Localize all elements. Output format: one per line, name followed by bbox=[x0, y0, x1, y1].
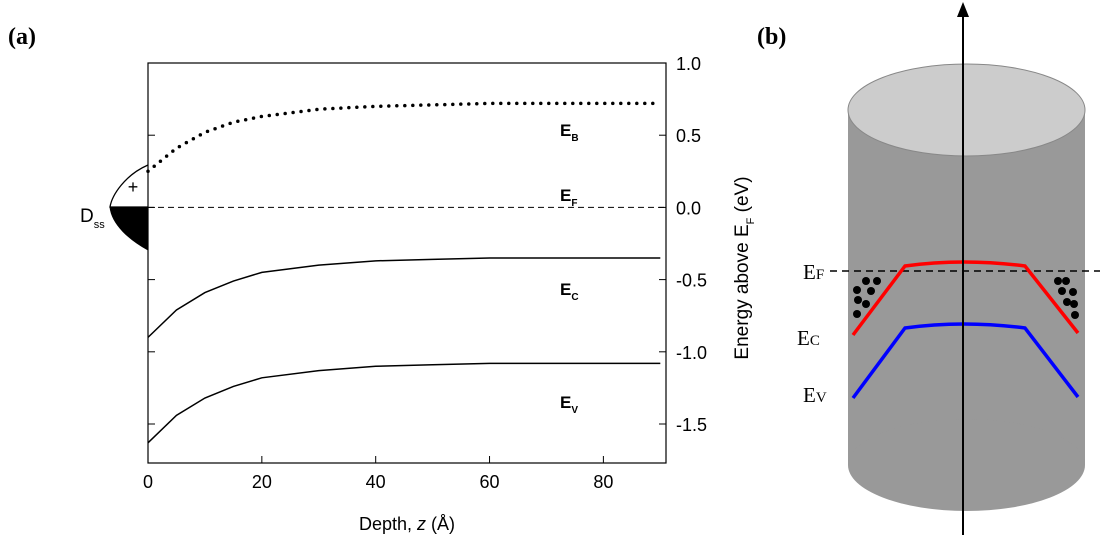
cylinder-bottom bbox=[848, 419, 1085, 511]
cylinder-top bbox=[847, 63, 1086, 157]
level-main: E bbox=[803, 383, 816, 407]
series-line bbox=[147, 362, 661, 444]
y-tick-label: 1.0 bbox=[676, 54, 701, 74]
plot-frame bbox=[147, 62, 667, 464]
label-sub: F bbox=[571, 198, 577, 209]
cylinder bbox=[847, 63, 1086, 511]
line-label: EC bbox=[560, 280, 579, 303]
x-tick-label: 80 bbox=[593, 472, 613, 492]
level-sub: F bbox=[816, 267, 824, 283]
panel-label: (a) bbox=[8, 24, 36, 50]
label-main: E bbox=[560, 186, 571, 205]
x-tick-label: 60 bbox=[480, 472, 500, 492]
y-tick-label: -0.5 bbox=[676, 271, 707, 291]
conduction-band bbox=[851, 260, 1080, 337]
y-label: Energy above EF (eV) bbox=[732, 176, 757, 359]
label-sub: V bbox=[571, 405, 578, 416]
label-sub: B bbox=[571, 133, 578, 144]
label-main: E bbox=[560, 280, 571, 299]
level-label: EF bbox=[803, 260, 824, 284]
y-label-c: (eV) bbox=[732, 176, 753, 217]
level-label: EC bbox=[797, 326, 820, 350]
y-tick-label: 0.5 bbox=[676, 126, 701, 146]
dss-label: Dss bbox=[80, 206, 105, 231]
dss-lower bbox=[109, 206, 149, 251]
arrow-head bbox=[957, 2, 969, 17]
x-tick-label: 0 bbox=[143, 472, 153, 492]
x-tick-label: 40 bbox=[366, 472, 386, 492]
x-label: Depth, z (Å) bbox=[359, 514, 455, 534]
level-label: EV bbox=[803, 383, 827, 407]
line-label: EF bbox=[560, 186, 577, 209]
y-tick-label: -1.5 bbox=[676, 415, 707, 435]
cylinder-body bbox=[848, 110, 1085, 465]
series-line bbox=[146, 101, 663, 174]
valence-band bbox=[851, 322, 1080, 400]
x-label-a: Depth, bbox=[359, 514, 417, 534]
label-main: E bbox=[560, 393, 571, 412]
level-main: E bbox=[797, 326, 810, 350]
panel-label: (b) bbox=[757, 24, 786, 50]
line-label: EB bbox=[560, 121, 579, 144]
dss-main: D bbox=[80, 206, 94, 227]
level-sub: V bbox=[816, 390, 827, 406]
line-label: EV bbox=[560, 393, 578, 416]
label-main: E bbox=[560, 121, 571, 140]
dss-sign: + bbox=[128, 177, 139, 197]
y-label-b: F bbox=[745, 217, 757, 224]
x-label-c: (Å) bbox=[426, 514, 455, 534]
series-line bbox=[147, 257, 661, 338]
y-label-a: Energy above E bbox=[732, 224, 753, 359]
electrons bbox=[853, 277, 1079, 319]
level-main: E bbox=[803, 260, 816, 284]
y-tick-label: -1.0 bbox=[676, 343, 707, 363]
x-tick-label: 20 bbox=[252, 472, 272, 492]
label-sub: C bbox=[571, 292, 578, 303]
y-tick-label: 0.0 bbox=[676, 198, 701, 218]
x-label-b: z bbox=[416, 514, 426, 534]
dss-sub: ss bbox=[94, 219, 106, 231]
level-sub: C bbox=[810, 333, 820, 349]
